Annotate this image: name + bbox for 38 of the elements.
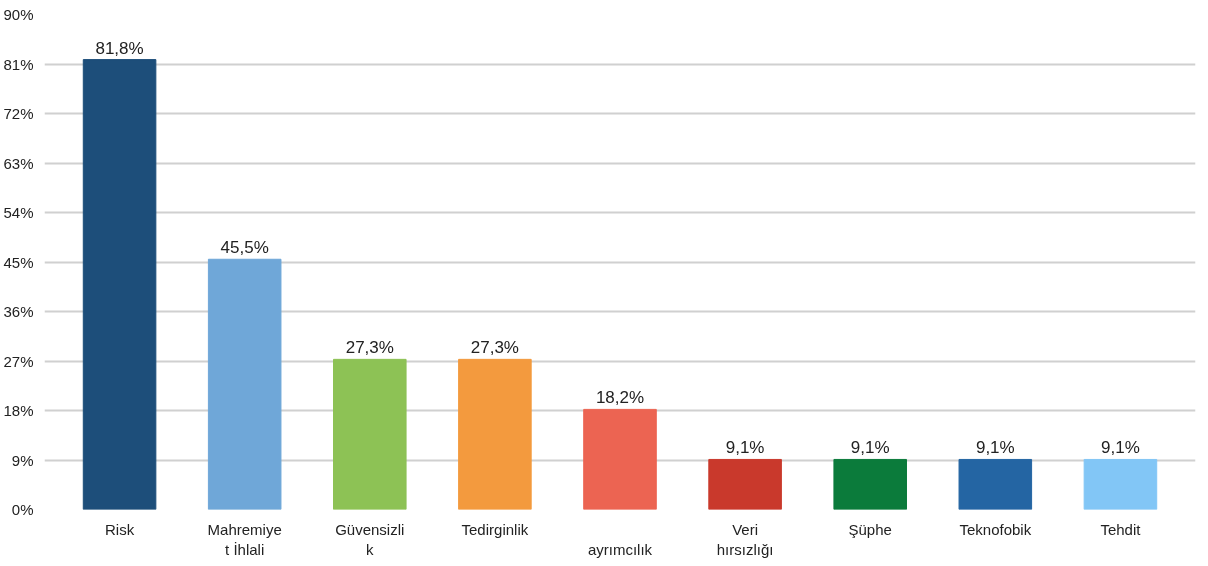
bar — [207, 258, 282, 510]
data-label: 45,5% — [220, 238, 269, 258]
data-label: 9,1% — [1101, 438, 1140, 458]
x-tick-label: Teknofobik — [959, 520, 1032, 538]
bar — [833, 458, 907, 510]
y-tick-label: 9% — [11, 451, 34, 469]
y-tick-label: 18% — [3, 402, 34, 419]
y-tick-label: 81% — [3, 55, 34, 73]
x-tick-label: Şüphe — [848, 520, 892, 538]
data-label: 18,2% — [595, 388, 645, 408]
y-tick-label: 54% — [3, 204, 34, 221]
data-label: 81,8% — [95, 38, 144, 58]
x-tick-label: Tedirginlik — [461, 520, 529, 538]
data-label: 9,1% — [850, 438, 890, 458]
x-tick-label: Risk — [104, 520, 135, 538]
bar — [708, 458, 782, 510]
y-tick-label: 0% — [11, 501, 34, 518]
bar — [458, 358, 532, 510]
y-tick-label: 45% — [3, 253, 34, 271]
y-tick-label: 90% — [3, 6, 34, 23]
x-tick-label: ayrımcılık — [587, 540, 653, 558]
x-tick-label: Mahremiye t İhlali — [207, 520, 282, 558]
data-label: 9,1% — [725, 438, 765, 458]
y-tick-label: 63% — [3, 154, 34, 172]
bar — [958, 458, 1033, 510]
x-tick-label: Tehdit — [1100, 520, 1142, 538]
bar — [583, 408, 657, 510]
bar — [1083, 458, 1158, 510]
x-tick-label: Veri hırsızlığı — [716, 520, 774, 558]
data-label: 9,1% — [975, 438, 1015, 458]
bar — [333, 358, 407, 510]
y-tick-label: 27% — [3, 352, 34, 370]
data-label: 27,3% — [470, 338, 519, 358]
x-tick-label: Güvensizli k — [335, 520, 405, 558]
data-label: 27,3% — [345, 338, 394, 358]
bar — [82, 59, 157, 510]
y-tick-label: 36% — [3, 303, 34, 320]
y-tick-label: 72% — [3, 105, 34, 122]
